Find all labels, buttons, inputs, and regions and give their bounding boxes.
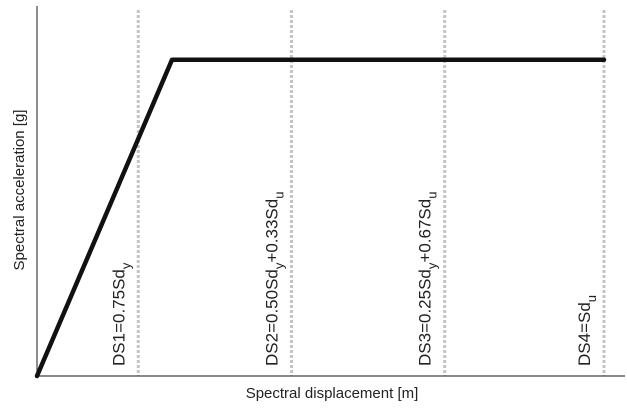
axes	[36, 6, 625, 377]
ds1-label: DS1=0.75Sdy	[109, 262, 133, 366]
damage-state-threshold-lines	[136, 10, 606, 376]
ds4-label: DS4=Sdu	[575, 295, 599, 366]
capacity-curve-line-1	[34, 57, 607, 379]
damage-state-labels: DS1=0.75Sdy DS2=0.50Sdy+0.33Sdu DS3=0.25Sd…	[109, 192, 599, 366]
x-axis-title: Spectral displacement [m]	[246, 385, 419, 402]
capacity-curve-series	[34, 57, 607, 379]
ds2-label: DS2=0.50Sdy+0.33Sdu	[262, 192, 286, 366]
ds3-label: DS3=0.25Sdy+0.67Sdu	[416, 192, 440, 366]
y-axis-title: Spectral acceleration [g]	[11, 110, 28, 271]
